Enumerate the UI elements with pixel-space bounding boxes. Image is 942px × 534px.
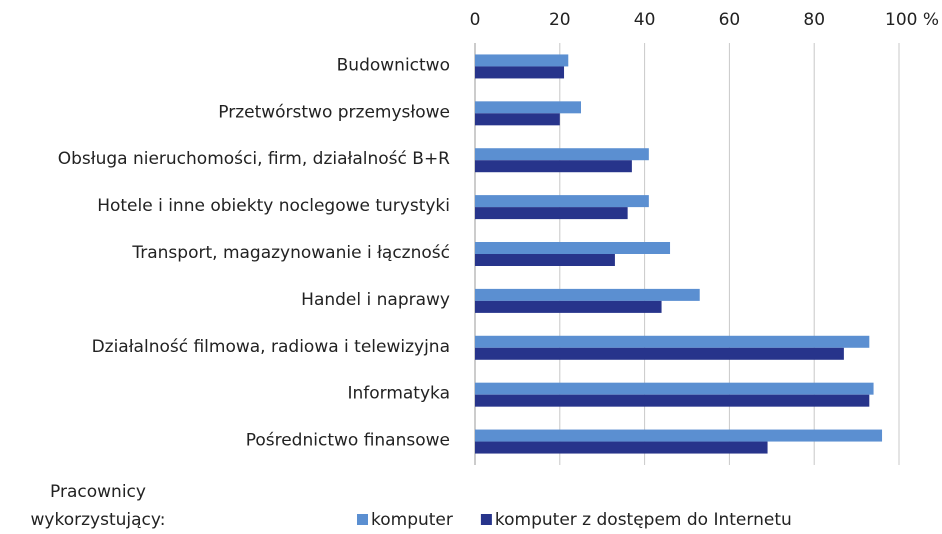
bar (475, 195, 649, 208)
legend-swatch (357, 514, 368, 525)
y-tick-label: Pośrednictwo finansowe (246, 431, 450, 451)
legend-label: komputer (371, 510, 453, 530)
bar (475, 254, 615, 266)
y-tick-label: Budownictwo (337, 55, 450, 75)
bar (475, 101, 581, 114)
y-tick-label: Działalność filmowa, radiowa i telewizyj… (92, 337, 450, 357)
bar (475, 441, 768, 454)
bar (475, 207, 628, 220)
y-tick-label: Handel i naprawy (301, 290, 450, 310)
x-tick-label: 40 (634, 10, 656, 30)
bar (475, 160, 632, 173)
y-tick-label: Przetwórstwo przemysłowe (218, 102, 450, 122)
y-tick-label: Obsługa nieruchomości, firm, działalność… (58, 149, 450, 169)
bar (475, 335, 870, 348)
bar (475, 66, 565, 79)
x-tick-label: 100 % (885, 10, 939, 30)
y-tick-label: Transport, magazynowanie i łączność (131, 243, 450, 263)
bar (475, 242, 671, 254)
x-tick-label: 80 (803, 10, 825, 30)
bar (475, 382, 874, 395)
legend-swatch (480, 514, 492, 525)
bar (475, 300, 662, 313)
bar (475, 54, 569, 67)
bar (475, 113, 560, 126)
bar (475, 394, 870, 407)
x-tick-label: 0 (470, 10, 481, 30)
bar (475, 347, 844, 360)
y-tick-label: Hotele i inne obiekty noclegowe turystyk… (97, 196, 450, 216)
x-tick-label: 20 (549, 10, 571, 30)
bar (475, 148, 649, 161)
y-tick-label: Informatyka (347, 384, 450, 404)
bar (475, 288, 700, 301)
legend-title: Pracownicy wykorzystujący: (30, 482, 166, 530)
bar (475, 429, 883, 442)
legend-label: komputer z dostępem do Internetu (495, 510, 792, 530)
x-tick-label: 60 (719, 10, 741, 30)
